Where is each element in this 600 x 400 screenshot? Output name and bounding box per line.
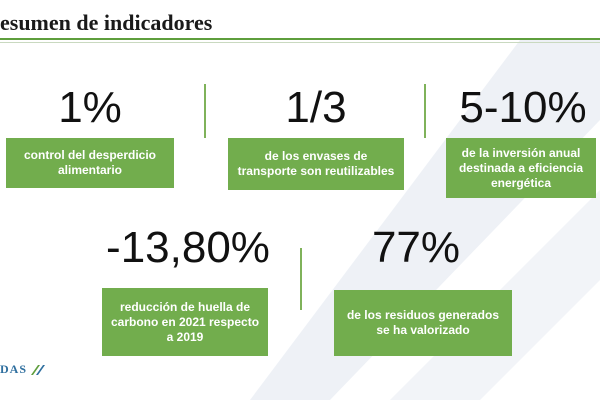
- indicator-2-value: 1/3: [285, 83, 347, 132]
- divider-1: [204, 84, 206, 138]
- leaf-logo-icon: [31, 364, 46, 375]
- indicator-5-label: de los residuos generados se ha valoriza…: [334, 290, 512, 356]
- indicator-1-value: 1%: [58, 83, 122, 132]
- title-underline-secondary: [0, 42, 600, 43]
- divider-2: [424, 84, 426, 138]
- title-underline: [0, 38, 600, 40]
- indicator-1-label: control del desperdicio alimentario: [6, 138, 174, 188]
- indicator-3-label: de la inversión anual destinada a eficie…: [446, 138, 596, 198]
- indicator-4-value: -13,80%: [106, 223, 270, 272]
- indicator-5-value: 77%: [371, 223, 461, 272]
- logo-text: DAS: [0, 362, 28, 376]
- indicator-3-value: 5-10%: [459, 83, 587, 132]
- company-logo: DAS: [0, 362, 47, 377]
- page-title: esumen de indicadores: [0, 10, 213, 35]
- indicator-2-label: de los envases de transporte son reutili…: [228, 138, 404, 190]
- divider-3: [300, 248, 302, 310]
- indicator-4-label: reducción de huella de carbono en 2021 r…: [102, 288, 268, 356]
